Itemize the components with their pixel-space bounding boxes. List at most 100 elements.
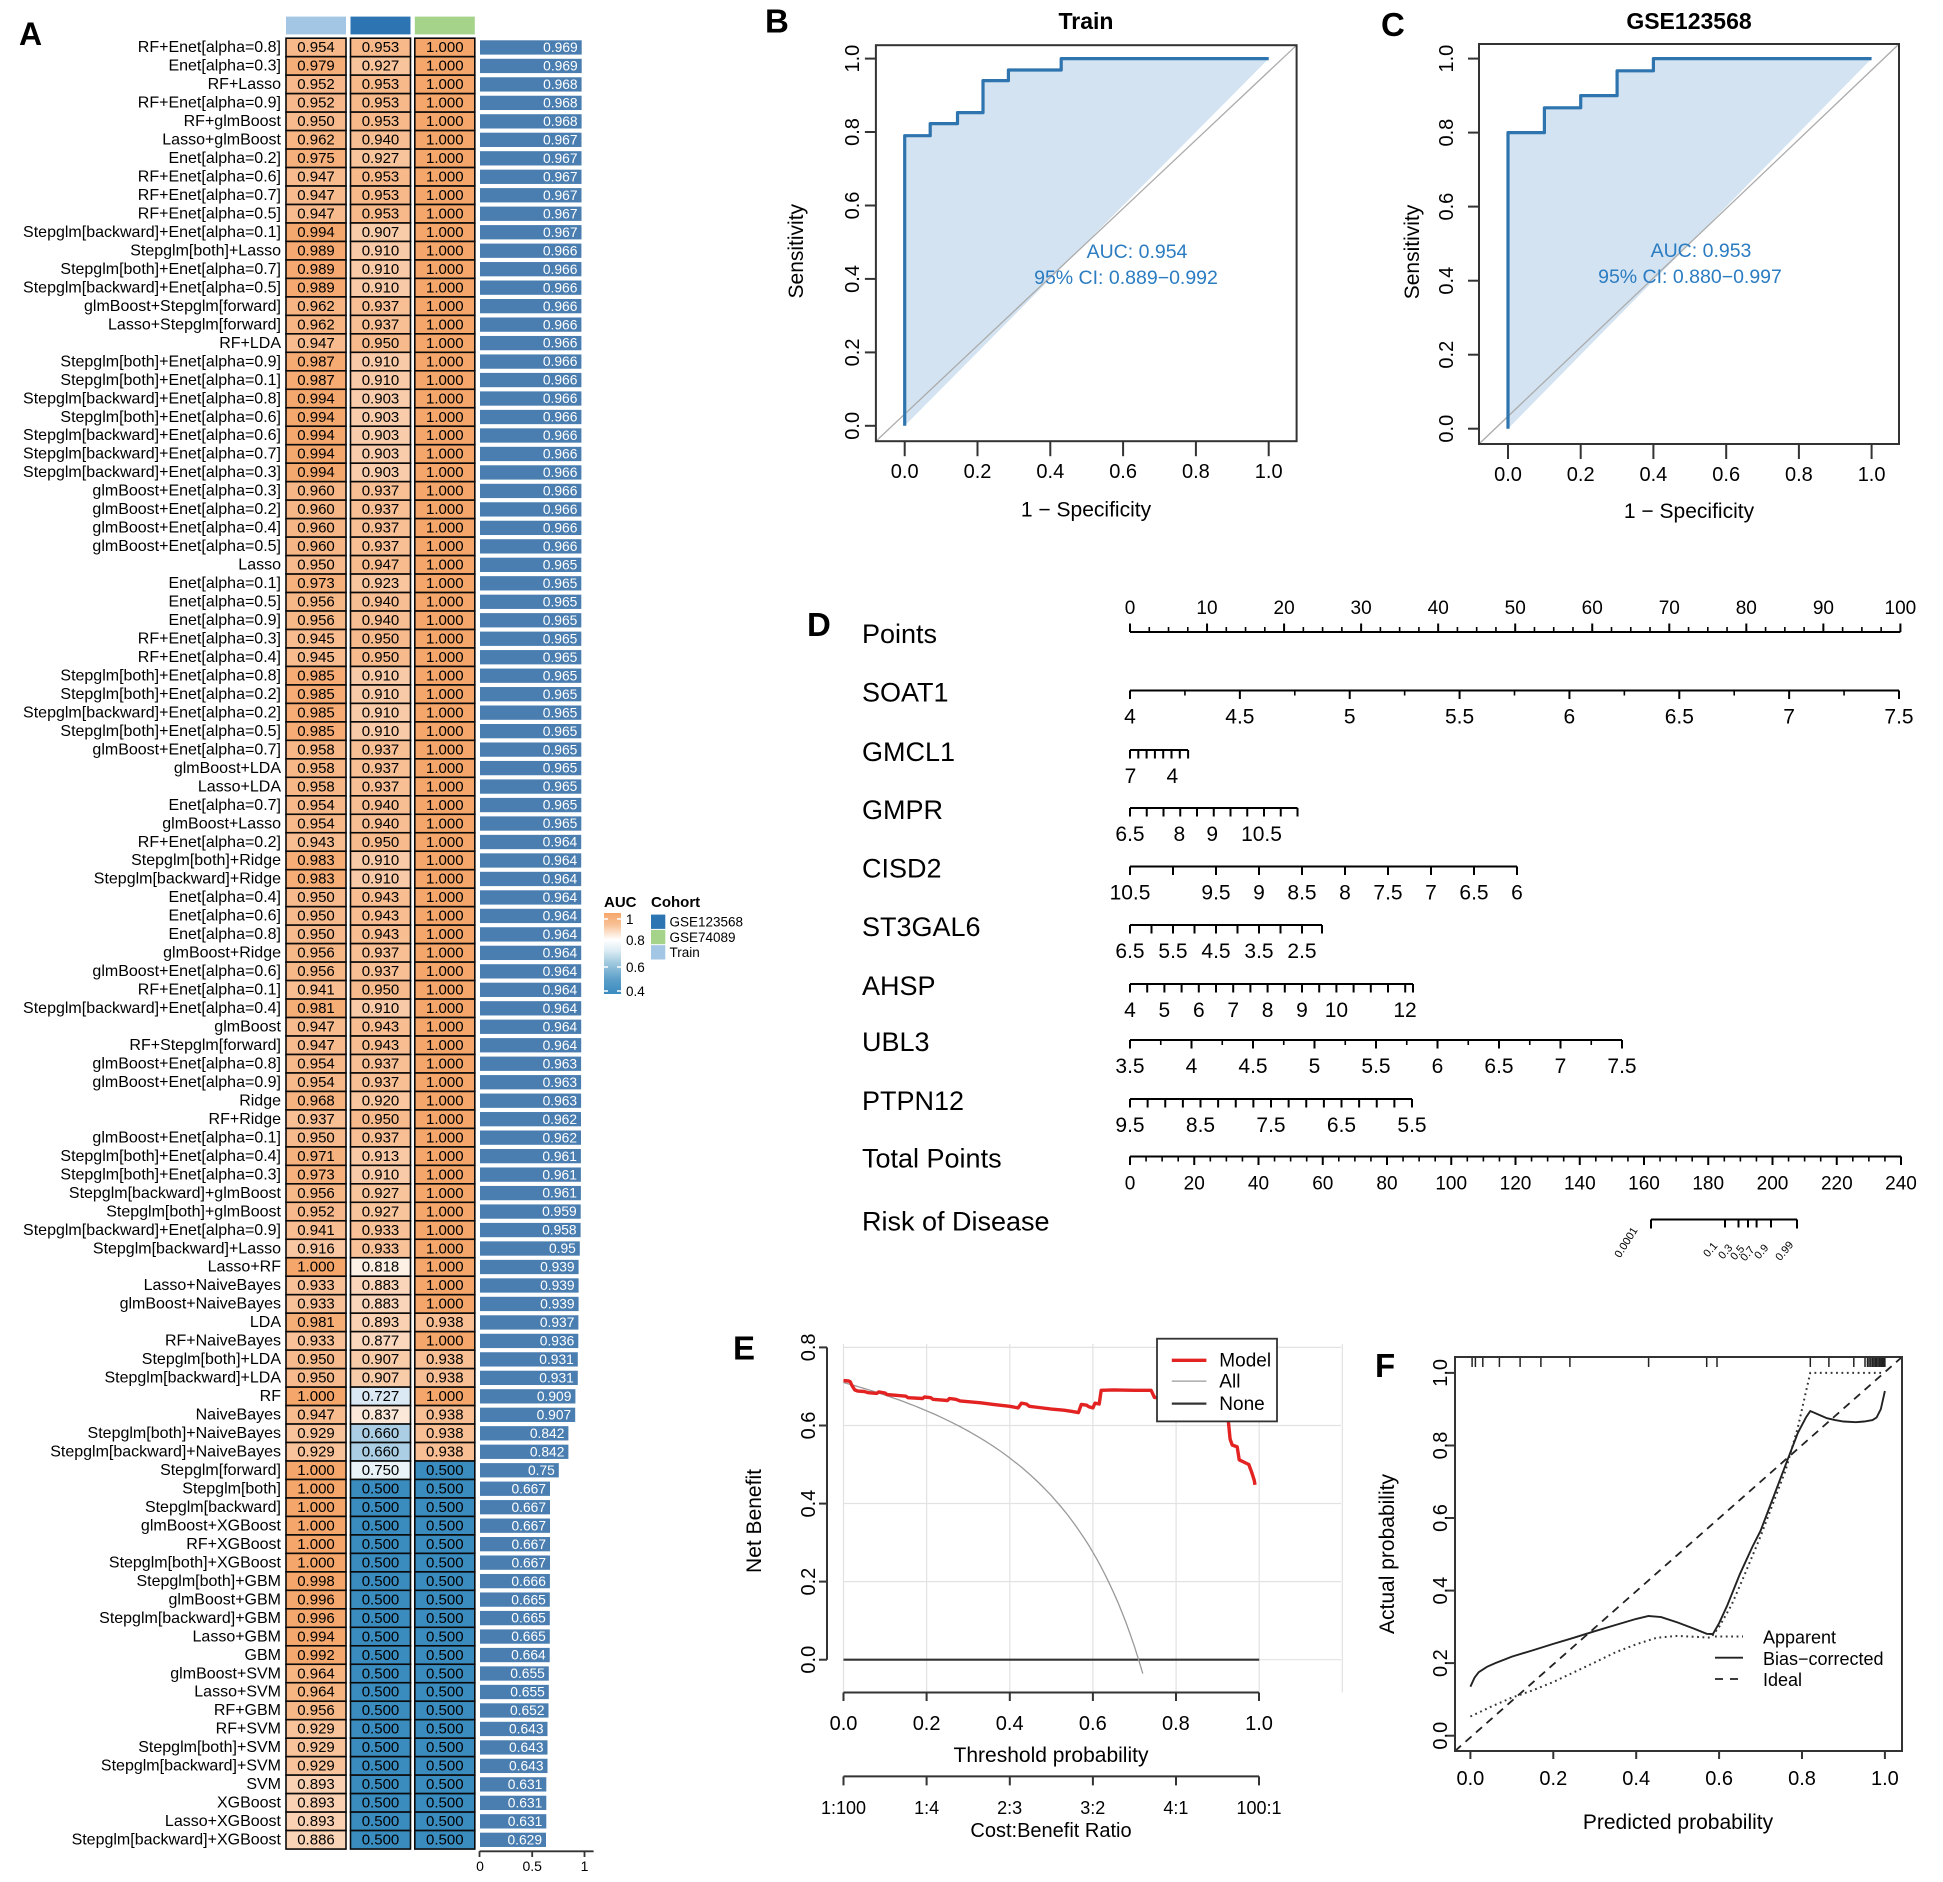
svg-text:1.000: 1.000 bbox=[297, 1536, 335, 1553]
svg-text:0.958: 0.958 bbox=[297, 778, 335, 795]
svg-text:0.893: 0.893 bbox=[297, 1776, 335, 1793]
svg-text:0.8: 0.8 bbox=[1182, 461, 1210, 483]
svg-text:0.966: 0.966 bbox=[543, 299, 578, 314]
svg-text:0.966: 0.966 bbox=[543, 502, 578, 517]
svg-text:AUC: AUC bbox=[604, 894, 637, 911]
svg-text:0.4: 0.4 bbox=[1036, 461, 1064, 483]
svg-text:0.893: 0.893 bbox=[362, 1314, 400, 1331]
svg-text:1.000: 1.000 bbox=[426, 908, 464, 925]
svg-text:0.8: 0.8 bbox=[1785, 464, 1813, 486]
svg-text:glmBoost+Lasso: glmBoost+Lasso bbox=[162, 815, 281, 832]
svg-text:1.000: 1.000 bbox=[426, 95, 464, 112]
svg-text:100: 100 bbox=[1435, 1174, 1467, 1195]
svg-text:0.967: 0.967 bbox=[543, 169, 578, 184]
svg-text:0.953: 0.953 bbox=[362, 113, 400, 130]
svg-text:Total Points: Total Points bbox=[862, 1144, 1002, 1174]
svg-text:3.5: 3.5 bbox=[1115, 1055, 1144, 1078]
svg-text:1: 1 bbox=[626, 912, 634, 927]
svg-text:Lasso+LDA: Lasso+LDA bbox=[198, 778, 281, 795]
svg-text:RF+glmBoost: RF+glmBoost bbox=[184, 113, 282, 130]
svg-text:3:2: 3:2 bbox=[1080, 1798, 1105, 1818]
svg-text:Stepglm[backward]+Enet[alpha=0: Stepglm[backward]+Enet[alpha=0.3] bbox=[23, 464, 281, 481]
svg-text:0.965: 0.965 bbox=[543, 761, 578, 776]
svg-text:0.964: 0.964 bbox=[543, 983, 578, 998]
svg-text:1.0: 1.0 bbox=[1245, 1713, 1273, 1735]
svg-text:0.966: 0.966 bbox=[543, 410, 578, 425]
svg-text:0.500: 0.500 bbox=[426, 1628, 464, 1645]
svg-text:1.000: 1.000 bbox=[297, 1517, 335, 1534]
svg-text:0.500: 0.500 bbox=[362, 1481, 400, 1498]
svg-text:0.665: 0.665 bbox=[511, 1592, 546, 1607]
svg-text:0.937: 0.937 bbox=[540, 1315, 575, 1330]
svg-text:0.950: 0.950 bbox=[297, 1351, 335, 1368]
svg-text:1.0: 1.0 bbox=[1871, 1768, 1899, 1790]
svg-text:RF+Enet[alpha=0.2]: RF+Enet[alpha=0.2] bbox=[138, 834, 281, 851]
svg-text:0.907: 0.907 bbox=[362, 1370, 400, 1387]
svg-text:1.000: 1.000 bbox=[426, 797, 464, 814]
svg-text:1.000: 1.000 bbox=[426, 686, 464, 703]
svg-text:1.000: 1.000 bbox=[426, 557, 464, 574]
svg-text:0.964: 0.964 bbox=[297, 1684, 335, 1701]
svg-text:0.631: 0.631 bbox=[508, 1796, 543, 1811]
svg-text:0.75: 0.75 bbox=[528, 1463, 555, 1478]
svg-text:0.953: 0.953 bbox=[362, 187, 400, 204]
svg-text:8.5: 8.5 bbox=[1287, 882, 1316, 905]
svg-text:0.966: 0.966 bbox=[543, 243, 578, 258]
svg-text:0.950: 0.950 bbox=[297, 1370, 335, 1387]
svg-text:0.937: 0.937 bbox=[362, 760, 400, 777]
svg-text:4.5: 4.5 bbox=[1225, 706, 1254, 729]
svg-text:0.2: 0.2 bbox=[842, 338, 864, 366]
svg-text:1.000: 1.000 bbox=[426, 464, 464, 481]
svg-text:1.000: 1.000 bbox=[426, 871, 464, 888]
svg-text:Lasso+RF: Lasso+RF bbox=[208, 1259, 282, 1276]
svg-text:glmBoost+Enet[alpha=0.3]: glmBoost+Enet[alpha=0.3] bbox=[92, 483, 281, 500]
svg-text:1.000: 1.000 bbox=[426, 704, 464, 721]
svg-text:0.966: 0.966 bbox=[543, 484, 578, 499]
svg-text:0.963: 0.963 bbox=[543, 1093, 578, 1108]
svg-text:5: 5 bbox=[1309, 1055, 1321, 1078]
svg-text:1: 1 bbox=[581, 1858, 589, 1874]
svg-text:0.975: 0.975 bbox=[297, 150, 335, 167]
svg-text:0.956: 0.956 bbox=[297, 1185, 335, 1202]
svg-text:1:4: 1:4 bbox=[914, 1798, 939, 1818]
svg-text:0.910: 0.910 bbox=[362, 686, 400, 703]
svg-text:1.000: 1.000 bbox=[297, 1259, 335, 1276]
svg-text:PTPN12: PTPN12 bbox=[862, 1086, 964, 1116]
svg-text:0.500: 0.500 bbox=[362, 1776, 400, 1793]
svg-text:0.660: 0.660 bbox=[362, 1425, 400, 1442]
svg-text:0.8: 0.8 bbox=[1788, 1768, 1816, 1790]
svg-text:Stepglm[backward]+Enet[alpha=0: Stepglm[backward]+Enet[alpha=0.8] bbox=[23, 390, 281, 407]
svg-text:4.5: 4.5 bbox=[1238, 1055, 1267, 1078]
svg-text:Lasso+glmBoost: Lasso+glmBoost bbox=[162, 132, 281, 149]
svg-text:XGBoost: XGBoost bbox=[217, 1795, 282, 1812]
svg-text:0.929: 0.929 bbox=[297, 1425, 335, 1442]
svg-text:0.947: 0.947 bbox=[297, 187, 335, 204]
svg-text:Stepglm[backward]+glmBoost: Stepglm[backward]+glmBoost bbox=[69, 1185, 282, 1202]
svg-text:0.994: 0.994 bbox=[297, 390, 335, 407]
svg-text:0.665: 0.665 bbox=[511, 1611, 546, 1626]
svg-text:0.965: 0.965 bbox=[543, 816, 578, 831]
svg-text:0.966: 0.966 bbox=[543, 336, 578, 351]
svg-text:0.500: 0.500 bbox=[426, 1499, 464, 1516]
svg-text:0.500: 0.500 bbox=[362, 1647, 400, 1664]
svg-text:1.000: 1.000 bbox=[297, 1481, 335, 1498]
svg-text:9: 9 bbox=[1206, 823, 1218, 846]
svg-text:1.000: 1.000 bbox=[297, 1462, 335, 1479]
svg-text:Stepglm[both]+Enet[alpha=0.1]: Stepglm[both]+Enet[alpha=0.1] bbox=[60, 372, 281, 389]
svg-text:0.500: 0.500 bbox=[426, 1517, 464, 1534]
svg-text:0.967: 0.967 bbox=[543, 225, 578, 240]
svg-text:1.000: 1.000 bbox=[426, 206, 464, 223]
svg-text:Stepglm[backward]+LDA: Stepglm[backward]+LDA bbox=[104, 1370, 281, 1387]
svg-text:0.989: 0.989 bbox=[297, 243, 335, 260]
svg-text:0.965: 0.965 bbox=[543, 558, 578, 573]
svg-text:0.937: 0.937 bbox=[362, 945, 400, 962]
svg-text:5: 5 bbox=[1344, 706, 1356, 729]
svg-text:6.5: 6.5 bbox=[1327, 1114, 1356, 1137]
svg-text:0.937: 0.937 bbox=[362, 963, 400, 980]
svg-text:0.964: 0.964 bbox=[543, 964, 578, 979]
svg-text:0.953: 0.953 bbox=[362, 39, 400, 56]
svg-text:1.000: 1.000 bbox=[426, 298, 464, 315]
svg-text:1.000: 1.000 bbox=[426, 409, 464, 426]
svg-text:glmBoost+Enet[alpha=0.4]: glmBoost+Enet[alpha=0.4] bbox=[92, 520, 281, 537]
svg-text:0.961: 0.961 bbox=[542, 1167, 577, 1182]
